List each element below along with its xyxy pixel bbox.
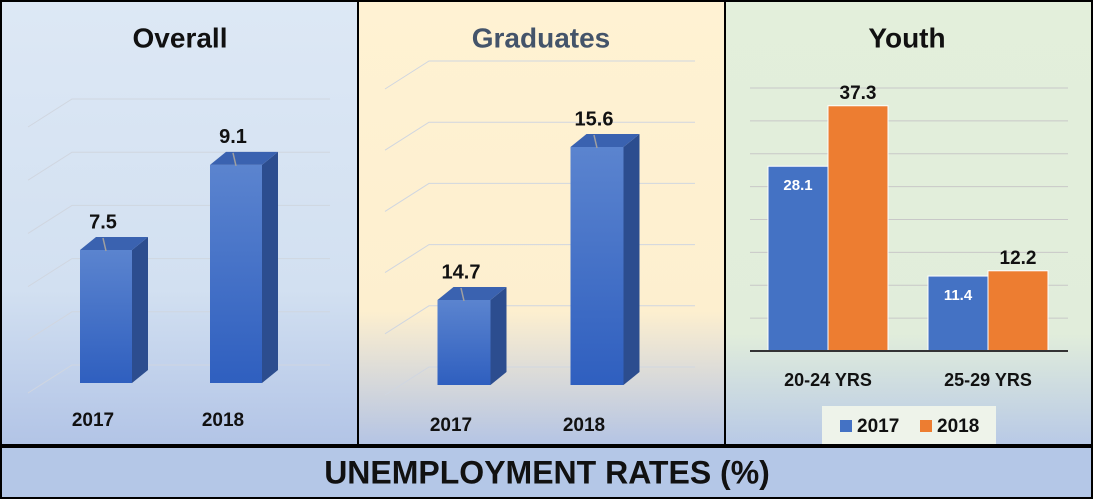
value-label: 14.7 (442, 261, 481, 283)
x-tick-label: 2017 (430, 415, 472, 436)
legend-label: 2018 (937, 416, 979, 437)
value-label: 9.1 (219, 126, 247, 148)
bar-top (570, 134, 640, 147)
bar-side (623, 134, 640, 385)
bar (437, 300, 491, 385)
chart-title: Youth (868, 22, 945, 53)
bar (80, 250, 132, 383)
banner (0, 446, 1093, 499)
x-tick-label: 2018 (563, 415, 605, 436)
bar (987, 270, 1049, 352)
legend-label: 2017 (857, 416, 899, 437)
bar-top (210, 151, 278, 165)
value-label: 37.3 (840, 83, 877, 104)
leader-line (460, 287, 465, 302)
bar-side (490, 287, 507, 385)
x-tick-label: 2017 (72, 410, 114, 431)
bar-side (132, 237, 148, 383)
leader-line (102, 237, 107, 252)
leader-line (593, 134, 598, 149)
x-tick-label: 2018 (202, 410, 244, 431)
bar (570, 147, 624, 385)
bar-side (262, 151, 278, 383)
grid-decoration (384, 60, 695, 90)
legend-swatch (920, 420, 932, 432)
bar (210, 164, 262, 383)
chart-title: Overall (133, 22, 228, 53)
x-tick-label: 25-29 YRS (944, 370, 1032, 390)
grid-decoration (384, 121, 695, 151)
value-label: 7.5 (89, 211, 117, 233)
panel (357, 0, 726, 446)
leader-line (232, 152, 237, 167)
footer-title: UNEMPLOYMENT RATES (%) (324, 454, 770, 490)
bar-top (437, 287, 507, 300)
bar (767, 165, 829, 352)
bar-top (80, 237, 148, 250)
x-tick-label: 20-24 YRS (784, 370, 872, 390)
grid-decoration (27, 98, 330, 128)
value-label: 28.1 (783, 177, 812, 194)
value-label: 11.4 (944, 287, 973, 304)
chart-title: Graduates (472, 22, 611, 53)
legend-swatch (840, 420, 852, 432)
value-label: 15.6 (575, 108, 614, 130)
bar (927, 275, 989, 352)
bar (827, 105, 889, 352)
panel (0, 0, 359, 446)
value-label: 12.2 (1000, 248, 1037, 269)
